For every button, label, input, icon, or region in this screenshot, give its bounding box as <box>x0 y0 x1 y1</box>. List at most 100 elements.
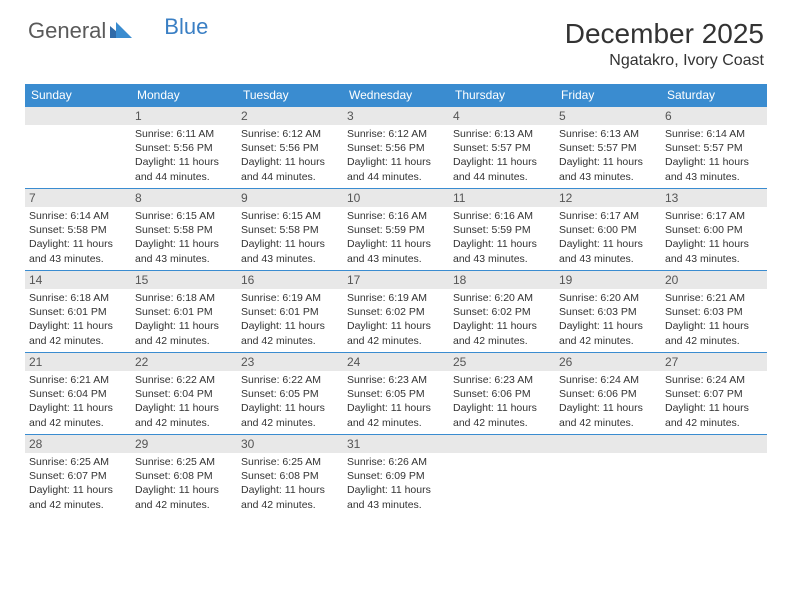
day-number: 20 <box>661 271 767 289</box>
daylight-text: Daylight: 11 hours and 43 minutes. <box>559 237 657 265</box>
weekday-header: Friday <box>555 84 661 107</box>
day-details: Sunrise: 6:14 AMSunset: 5:57 PMDaylight:… <box>661 125 767 188</box>
sunrise-text: Sunrise: 6:23 AM <box>347 373 445 387</box>
sunrise-text: Sunrise: 6:15 AM <box>241 209 339 223</box>
logo: General Blue <box>28 18 208 44</box>
daylight-text: Daylight: 11 hours and 42 minutes. <box>453 401 551 429</box>
sunrise-text: Sunrise: 6:26 AM <box>347 455 445 469</box>
day-cell: 20Sunrise: 6:21 AMSunset: 6:03 PMDayligh… <box>661 271 767 353</box>
sunrise-text: Sunrise: 6:25 AM <box>241 455 339 469</box>
day-number: 2 <box>237 107 343 125</box>
daylight-text: Daylight: 11 hours and 42 minutes. <box>559 401 657 429</box>
day-number: 24 <box>343 353 449 371</box>
day-number: 11 <box>449 189 555 207</box>
sunset-text: Sunset: 6:08 PM <box>135 469 233 483</box>
day-number: 3 <box>343 107 449 125</box>
sunrise-text: Sunrise: 6:25 AM <box>29 455 127 469</box>
empty-cell <box>661 435 767 517</box>
daylight-text: Daylight: 11 hours and 42 minutes. <box>347 401 445 429</box>
sunrise-text: Sunrise: 6:14 AM <box>29 209 127 223</box>
daylight-text: Daylight: 11 hours and 42 minutes. <box>559 319 657 347</box>
daylight-text: Daylight: 11 hours and 42 minutes. <box>665 319 763 347</box>
day-cell: 10Sunrise: 6:16 AMSunset: 5:59 PMDayligh… <box>343 189 449 271</box>
day-cell: 19Sunrise: 6:20 AMSunset: 6:03 PMDayligh… <box>555 271 661 353</box>
sunset-text: Sunset: 6:07 PM <box>665 387 763 401</box>
week-row: 7Sunrise: 6:14 AMSunset: 5:58 PMDaylight… <box>25 189 767 271</box>
sunrise-text: Sunrise: 6:21 AM <box>29 373 127 387</box>
daylight-text: Daylight: 11 hours and 42 minutes. <box>29 401 127 429</box>
day-details: Sunrise: 6:19 AMSunset: 6:01 PMDaylight:… <box>237 289 343 352</box>
sunset-text: Sunset: 6:07 PM <box>29 469 127 483</box>
day-number: 17 <box>343 271 449 289</box>
day-number: 31 <box>343 435 449 453</box>
sunrise-text: Sunrise: 6:22 AM <box>135 373 233 387</box>
daylight-text: Daylight: 11 hours and 42 minutes. <box>135 401 233 429</box>
day-details: Sunrise: 6:14 AMSunset: 5:58 PMDaylight:… <box>25 207 131 270</box>
sunrise-text: Sunrise: 6:11 AM <box>135 127 233 141</box>
day-number: 14 <box>25 271 131 289</box>
day-details: Sunrise: 6:13 AMSunset: 5:57 PMDaylight:… <box>555 125 661 188</box>
day-number: 26 <box>555 353 661 371</box>
empty-cell <box>25 107 131 189</box>
day-cell: 22Sunrise: 6:22 AMSunset: 6:04 PMDayligh… <box>131 353 237 435</box>
weekday-header: Saturday <box>661 84 767 107</box>
weekday-header: Wednesday <box>343 84 449 107</box>
day-number: 13 <box>661 189 767 207</box>
sunset-text: Sunset: 6:06 PM <box>453 387 551 401</box>
day-cell: 25Sunrise: 6:23 AMSunset: 6:06 PMDayligh… <box>449 353 555 435</box>
daylight-text: Daylight: 11 hours and 42 minutes. <box>665 401 763 429</box>
day-number: 16 <box>237 271 343 289</box>
day-number: 7 <box>25 189 131 207</box>
sunset-text: Sunset: 6:00 PM <box>559 223 657 237</box>
week-row: 1Sunrise: 6:11 AMSunset: 5:56 PMDaylight… <box>25 107 767 189</box>
week-row: 21Sunrise: 6:21 AMSunset: 6:04 PMDayligh… <box>25 353 767 435</box>
day-number: 18 <box>449 271 555 289</box>
sunrise-text: Sunrise: 6:15 AM <box>135 209 233 223</box>
sunset-text: Sunset: 6:02 PM <box>453 305 551 319</box>
day-cell: 8Sunrise: 6:15 AMSunset: 5:58 PMDaylight… <box>131 189 237 271</box>
day-number <box>555 435 661 453</box>
day-details: Sunrise: 6:19 AMSunset: 6:02 PMDaylight:… <box>343 289 449 352</box>
sunset-text: Sunset: 5:58 PM <box>135 223 233 237</box>
sunset-text: Sunset: 5:56 PM <box>347 141 445 155</box>
day-cell: 5Sunrise: 6:13 AMSunset: 5:57 PMDaylight… <box>555 107 661 189</box>
daylight-text: Daylight: 11 hours and 42 minutes. <box>453 319 551 347</box>
sunset-text: Sunset: 6:04 PM <box>29 387 127 401</box>
day-details: Sunrise: 6:15 AMSunset: 5:58 PMDaylight:… <box>131 207 237 270</box>
daylight-text: Daylight: 11 hours and 43 minutes. <box>453 237 551 265</box>
sunset-text: Sunset: 6:09 PM <box>347 469 445 483</box>
day-number: 23 <box>237 353 343 371</box>
day-number: 28 <box>25 435 131 453</box>
day-cell: 18Sunrise: 6:20 AMSunset: 6:02 PMDayligh… <box>449 271 555 353</box>
sunrise-text: Sunrise: 6:13 AM <box>559 127 657 141</box>
day-number: 4 <box>449 107 555 125</box>
sunset-text: Sunset: 6:00 PM <box>665 223 763 237</box>
day-details: Sunrise: 6:16 AMSunset: 5:59 PMDaylight:… <box>343 207 449 270</box>
daylight-text: Daylight: 11 hours and 43 minutes. <box>665 155 763 183</box>
day-cell: 7Sunrise: 6:14 AMSunset: 5:58 PMDaylight… <box>25 189 131 271</box>
day-details: Sunrise: 6:22 AMSunset: 6:05 PMDaylight:… <box>237 371 343 434</box>
day-number <box>661 435 767 453</box>
day-number <box>449 435 555 453</box>
day-details: Sunrise: 6:13 AMSunset: 5:57 PMDaylight:… <box>449 125 555 188</box>
day-number: 9 <box>237 189 343 207</box>
day-details: Sunrise: 6:22 AMSunset: 6:04 PMDaylight:… <box>131 371 237 434</box>
daylight-text: Daylight: 11 hours and 43 minutes. <box>135 237 233 265</box>
daylight-text: Daylight: 11 hours and 43 minutes. <box>241 237 339 265</box>
sunset-text: Sunset: 6:03 PM <box>665 305 763 319</box>
day-details: Sunrise: 6:24 AMSunset: 6:07 PMDaylight:… <box>661 371 767 434</box>
calendar-table: SundayMondayTuesdayWednesdayThursdayFrid… <box>25 84 767 517</box>
day-cell: 14Sunrise: 6:18 AMSunset: 6:01 PMDayligh… <box>25 271 131 353</box>
day-details: Sunrise: 6:23 AMSunset: 6:05 PMDaylight:… <box>343 371 449 434</box>
day-details: Sunrise: 6:12 AMSunset: 5:56 PMDaylight:… <box>237 125 343 188</box>
day-number: 27 <box>661 353 767 371</box>
sunset-text: Sunset: 6:01 PM <box>29 305 127 319</box>
day-details: Sunrise: 6:18 AMSunset: 6:01 PMDaylight:… <box>25 289 131 352</box>
day-number: 15 <box>131 271 237 289</box>
daylight-text: Daylight: 11 hours and 44 minutes. <box>241 155 339 183</box>
day-details: Sunrise: 6:11 AMSunset: 5:56 PMDaylight:… <box>131 125 237 188</box>
daylight-text: Daylight: 11 hours and 43 minutes. <box>559 155 657 183</box>
day-cell: 21Sunrise: 6:21 AMSunset: 6:04 PMDayligh… <box>25 353 131 435</box>
day-details: Sunrise: 6:25 AMSunset: 6:08 PMDaylight:… <box>237 453 343 516</box>
location: Ngatakro, Ivory Coast <box>565 52 764 70</box>
